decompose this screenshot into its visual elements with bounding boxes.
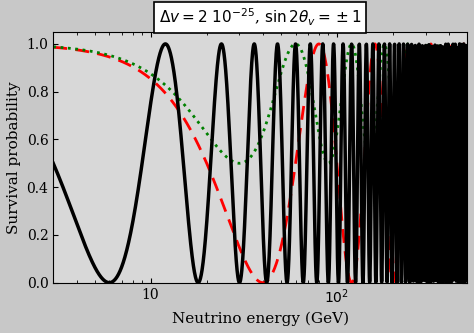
X-axis label: Neutrino energy (GeV): Neutrino energy (GeV) xyxy=(172,312,349,326)
Y-axis label: Survival probability: Survival probability xyxy=(7,81,21,234)
Title: $\Delta v = 2\ 10^{-25}$, $\sin 2\theta_v = \pm 1$: $\Delta v = 2\ 10^{-25}$, $\sin 2\theta_… xyxy=(159,7,362,28)
